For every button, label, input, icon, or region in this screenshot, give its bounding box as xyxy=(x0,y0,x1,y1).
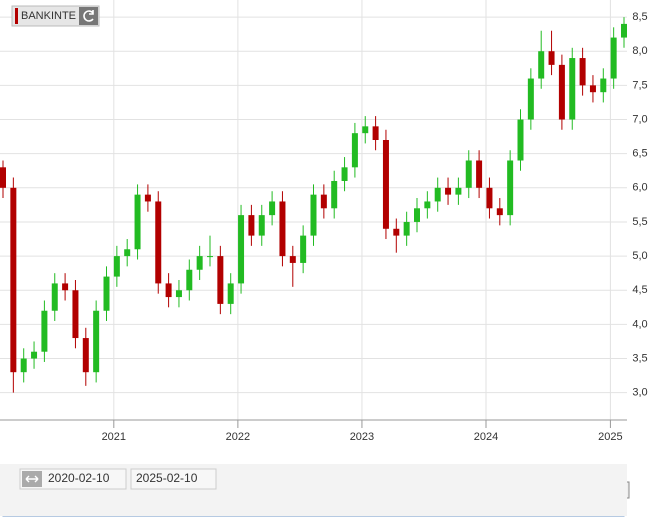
x-tick-label: 2022 xyxy=(226,431,250,443)
x-tick-label: 2023 xyxy=(350,431,374,443)
candle-body xyxy=(486,187,493,209)
candle-body xyxy=(341,167,348,181)
candle-body xyxy=(310,194,317,236)
candle-body xyxy=(155,201,162,284)
range-icon xyxy=(25,475,39,483)
candle-body xyxy=(82,338,89,373)
candle-body xyxy=(414,208,420,222)
candle-body xyxy=(434,187,441,202)
y-tick-label: 5,5 xyxy=(632,216,647,228)
candle-body xyxy=(103,276,110,311)
candle-body xyxy=(134,194,141,250)
candle-body xyxy=(517,119,524,161)
candle-body xyxy=(31,351,38,359)
candle-body xyxy=(527,78,534,120)
candle-body xyxy=(269,201,276,216)
candle-body xyxy=(393,228,400,236)
y-tick-label: 3,5 xyxy=(632,352,647,364)
candle-body xyxy=(248,215,255,236)
candle-body xyxy=(362,126,369,134)
range-start[interactable]: 2020-02-10 xyxy=(48,471,110,485)
candle-body xyxy=(455,187,462,195)
candle-body xyxy=(300,235,307,263)
candle-body xyxy=(403,221,410,236)
candle-body xyxy=(476,160,483,188)
candle-body xyxy=(175,290,182,298)
x-tick-label: 2025 xyxy=(598,431,622,443)
x-tick-label: 2024 xyxy=(474,431,498,443)
candle-body xyxy=(20,358,27,373)
candle-body xyxy=(507,160,514,216)
range-box xyxy=(130,468,217,490)
candle-body xyxy=(217,256,224,304)
x-tick-label: 2021 xyxy=(102,431,126,443)
candle-body xyxy=(600,78,607,93)
legend-label: BANKINTE xyxy=(21,10,76,22)
y-tick-label: 4,0 xyxy=(632,318,647,330)
candle-body xyxy=(569,58,576,120)
candle-body xyxy=(621,23,627,38)
candle-body xyxy=(279,201,286,257)
legend-swatch xyxy=(15,8,18,24)
candle-body xyxy=(227,283,234,304)
y-tick-label: 3,0 xyxy=(632,387,647,399)
candle-body xyxy=(62,283,69,291)
candle-body xyxy=(0,167,6,188)
candle-body xyxy=(320,194,327,209)
candle-body xyxy=(207,256,213,258)
refresh-icon xyxy=(83,10,94,22)
y-tick-label: 5,0 xyxy=(632,250,647,262)
candle-body xyxy=(238,215,245,284)
candle-body xyxy=(496,208,503,216)
legend: BANKINTE xyxy=(11,5,100,27)
candle-body xyxy=(72,290,79,339)
y-tick-label: 8,5 xyxy=(632,11,647,23)
candle-body xyxy=(165,283,172,298)
candle-body xyxy=(445,187,452,195)
range-box xyxy=(19,468,127,490)
candle-body xyxy=(610,37,617,79)
candle-body xyxy=(579,58,586,86)
candle-body xyxy=(51,283,58,311)
candle-body xyxy=(382,140,389,229)
range-end[interactable]: 2025-02-10 xyxy=(136,471,198,485)
y-tick-label: 7,5 xyxy=(632,79,647,91)
candle-body xyxy=(113,256,120,277)
candle-body xyxy=(124,249,131,257)
candle-body xyxy=(144,194,151,202)
candle-body xyxy=(41,310,48,352)
candle-body xyxy=(372,126,379,140)
y-tick-label: 6,5 xyxy=(632,148,647,160)
candle-body xyxy=(258,215,265,236)
candle-body xyxy=(351,133,358,168)
candle-body xyxy=(589,85,596,93)
refresh-button[interactable] xyxy=(79,7,98,25)
y-tick-label: 7,0 xyxy=(632,113,647,125)
candle-body xyxy=(10,187,17,373)
y-tick-label: 4,5 xyxy=(632,284,647,296)
y-tick-label: 6,0 xyxy=(632,182,647,194)
candle-body xyxy=(424,201,431,209)
candle-body xyxy=(538,51,545,79)
candle-body xyxy=(331,180,338,209)
candle-body xyxy=(558,64,565,120)
candle-body xyxy=(465,160,472,188)
candle-body xyxy=(289,256,296,263)
candle-body xyxy=(186,269,193,291)
candle-body xyxy=(548,51,555,65)
candle-body xyxy=(196,256,203,270)
candle-body xyxy=(93,310,100,373)
legend-box xyxy=(11,5,100,27)
y-tick-label: 8,0 xyxy=(632,45,647,57)
